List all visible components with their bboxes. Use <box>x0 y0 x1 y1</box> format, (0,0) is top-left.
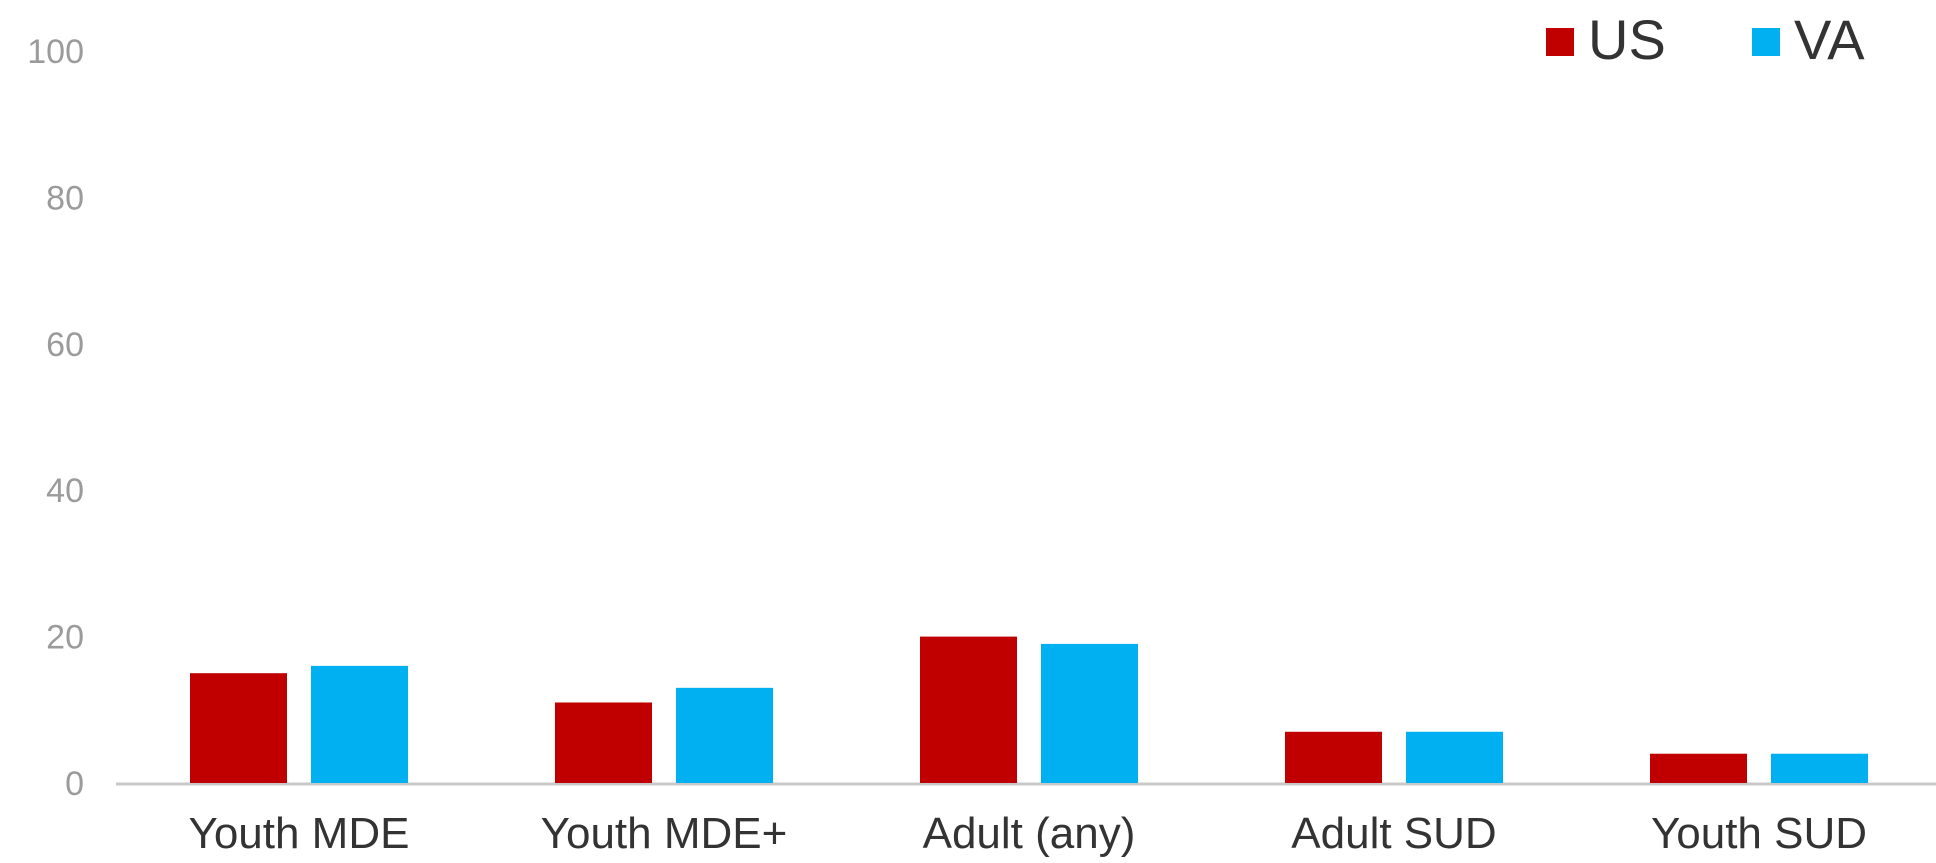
y-tick-label: 60 <box>46 326 84 364</box>
bar-us-3 <box>1285 731 1382 783</box>
y-tick-label: 40 <box>46 472 84 510</box>
bar-us-0 <box>190 673 287 783</box>
bar-va-0 <box>311 665 408 783</box>
x-tick-label: Youth MDE+ <box>541 809 788 858</box>
y-tick-label: 0 <box>65 765 84 803</box>
bar-va-1 <box>676 687 773 783</box>
bar-us-2 <box>920 636 1017 783</box>
y-tick-label: 100 <box>27 33 84 71</box>
bars <box>190 636 1868 783</box>
legend-swatch-va <box>1752 28 1780 56</box>
y-tick-label: 20 <box>46 619 84 657</box>
y-axis: 0 20 40 60 80 100 <box>27 33 84 803</box>
x-axis: Youth MDE Youth MDE+ Adult (any) Adult SUD Y… <box>116 782 1936 858</box>
bar-us-4 <box>1650 753 1747 783</box>
x-tick-label: Adult (any) <box>923 809 1136 858</box>
legend-swatch-us <box>1546 28 1574 56</box>
legend: US VA <box>1546 8 1865 71</box>
bar-va-4 <box>1771 753 1868 783</box>
bar-va-3 <box>1406 731 1503 783</box>
x-tick-label: Youth SUD <box>1651 809 1867 858</box>
legend-label-va: VA <box>1794 8 1865 71</box>
x-tick-label: Youth MDE <box>189 809 410 858</box>
y-tick-label: 80 <box>46 179 84 217</box>
bar-us-1 <box>555 702 652 783</box>
legend-label-us: US <box>1588 8 1666 71</box>
x-tick-label: Adult SUD <box>1291 809 1496 858</box>
bar-va-2 <box>1041 643 1138 783</box>
